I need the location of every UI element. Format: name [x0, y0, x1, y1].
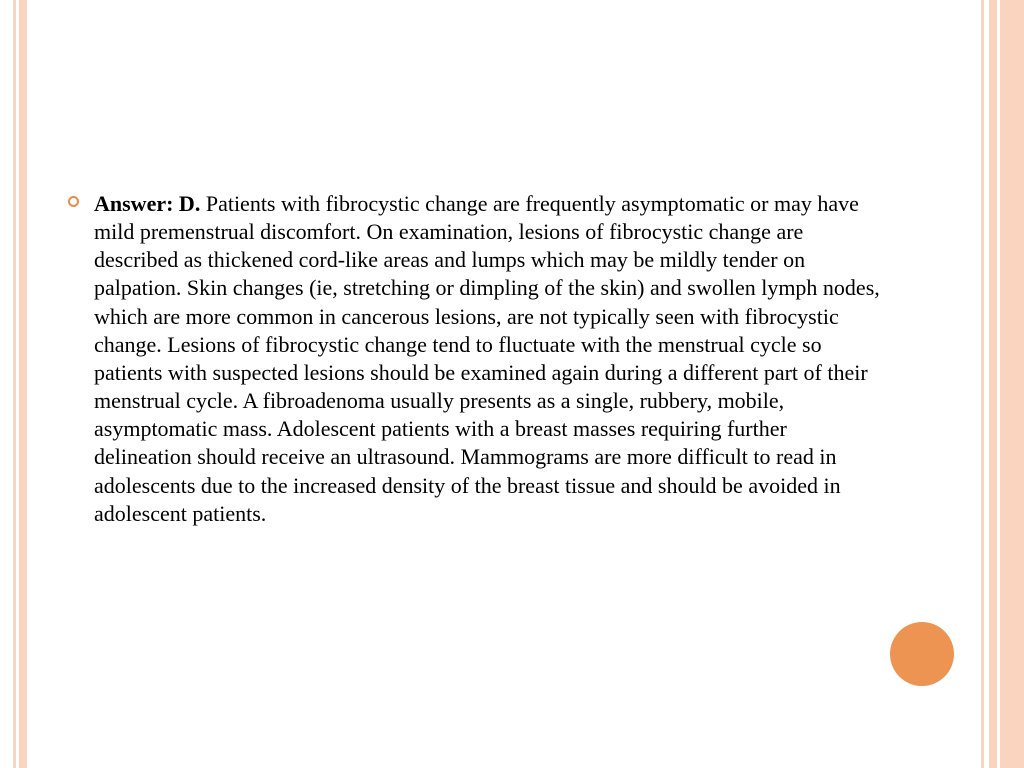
bullet-text: Answer: D. Patients with fibrocystic cha…: [94, 190, 888, 528]
answer-body: Patients with fibrocystic change are fre…: [94, 191, 880, 526]
slide-border-right-mid: [989, 0, 997, 768]
slide-content: Answer: D. Patients with fibrocystic cha…: [88, 190, 888, 528]
slide-border-left-thin: [13, 0, 16, 768]
slide-border-right-thin: [981, 0, 984, 768]
hollow-circle-icon: [68, 196, 79, 207]
bullet-item: Answer: D. Patients with fibrocystic cha…: [88, 190, 888, 528]
decorative-circle-icon: [890, 622, 954, 686]
slide-border-right-wide: [1000, 0, 1024, 768]
slide-border-left-thick: [19, 0, 27, 768]
answer-label: Answer: D.: [94, 191, 206, 216]
bullet-icon: [68, 196, 86, 214]
